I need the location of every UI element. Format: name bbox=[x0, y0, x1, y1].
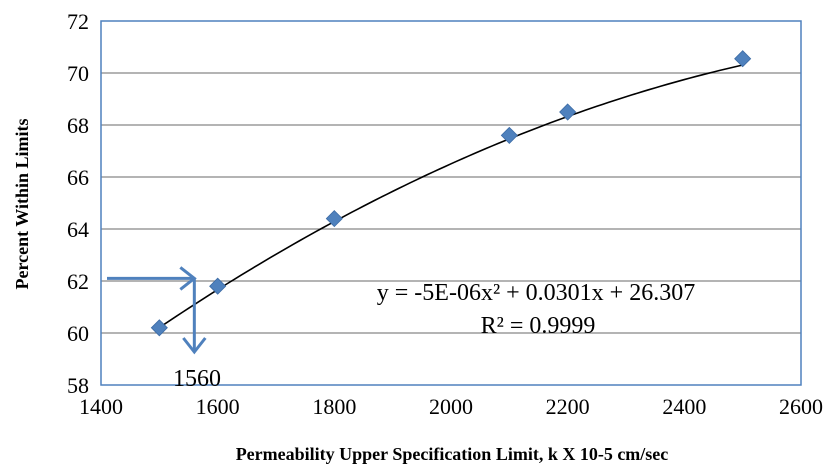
x-tick-label: 1400 bbox=[79, 394, 123, 419]
y-tick-labels: 58 60 62 64 66 68 70 72 bbox=[67, 9, 89, 398]
y-tick-label: 72 bbox=[67, 9, 89, 34]
y-axis-title: Percent Within Limits bbox=[12, 119, 32, 290]
y-tick-label: 64 bbox=[67, 217, 89, 242]
annotation-label: 1560 bbox=[173, 366, 221, 392]
data-point bbox=[500, 126, 518, 144]
data-point bbox=[150, 319, 168, 337]
trendline bbox=[158, 64, 743, 329]
vertical-arrow-head bbox=[182, 337, 207, 355]
data-point bbox=[734, 50, 752, 68]
y-tick-label: 62 bbox=[67, 269, 89, 294]
x-tick-label: 1800 bbox=[312, 394, 356, 419]
x-axis-title: Permeability Upper Specification Limit, … bbox=[236, 444, 669, 464]
y-tick-label: 58 bbox=[67, 373, 89, 398]
data-points bbox=[150, 50, 752, 337]
data-point bbox=[325, 210, 343, 228]
y-tick-label: 70 bbox=[67, 61, 89, 86]
annotation-arrows bbox=[107, 266, 207, 355]
x-tick-label: 2400 bbox=[662, 394, 706, 419]
x-tick-labels: 1400 1600 1800 2000 2200 2400 2600 bbox=[79, 394, 823, 419]
x-tick-label: 2000 bbox=[429, 394, 473, 419]
plot-border bbox=[100, 20, 802, 386]
r-squared-label: R² = 0.9999 bbox=[481, 313, 596, 339]
y-tick-label: 66 bbox=[67, 165, 89, 190]
x-tick-label: 1600 bbox=[196, 394, 240, 419]
x-tick-label: 2600 bbox=[779, 394, 823, 419]
data-point bbox=[559, 103, 577, 121]
y-tick-label: 68 bbox=[67, 113, 89, 138]
x-tick-label: 2200 bbox=[546, 394, 590, 419]
y-tick-label: 60 bbox=[67, 321, 89, 346]
data-point bbox=[209, 277, 227, 295]
trendline-equation: y = -5E-06x² + 0.0301x + 26.307 bbox=[377, 280, 695, 306]
